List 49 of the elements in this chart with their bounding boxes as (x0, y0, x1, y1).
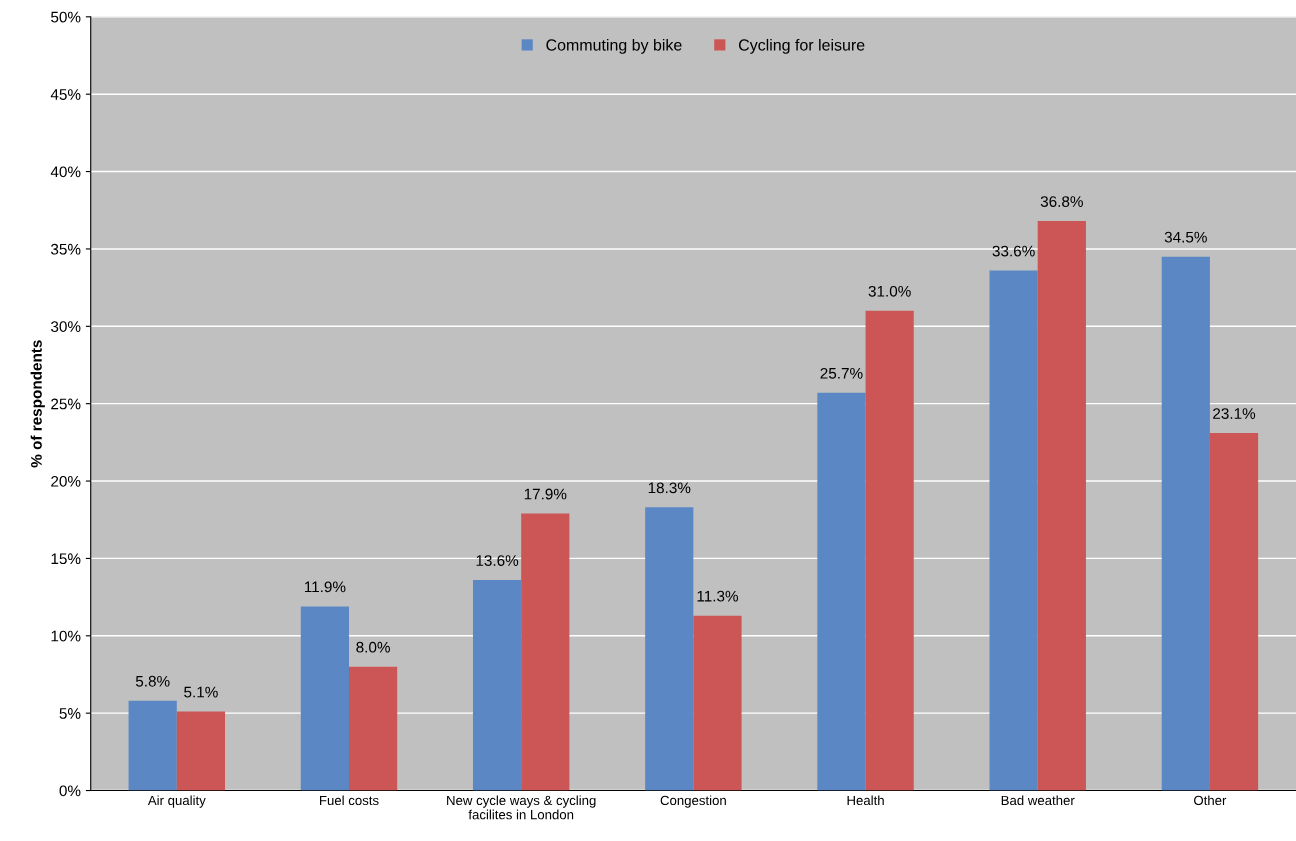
bar (128, 700, 177, 791)
y-tick-label: 30% (51, 321, 81, 332)
data-label: 23.1% (1213, 408, 1256, 419)
bar (472, 580, 522, 791)
bar (865, 310, 914, 791)
data-label: 5.8% (135, 675, 170, 687)
bar (989, 270, 1038, 791)
bar (348, 666, 398, 791)
data-label: 11.9% (304, 581, 346, 593)
x-tick-label: Congestion (660, 795, 726, 808)
y-tick-label: 35% (51, 243, 81, 255)
bar (1209, 433, 1259, 791)
data-label: 36.8% (1040, 196, 1083, 207)
y-tick-label: 40% (50, 166, 81, 178)
x-tick-label: Health (847, 795, 884, 806)
bar (300, 606, 349, 791)
bar (176, 711, 226, 791)
data-label: 13.6% (476, 555, 519, 566)
y-tick-label: 10% (51, 630, 81, 642)
y-tick-label: 45% (50, 89, 81, 100)
data-label: 33.6% (992, 245, 1035, 257)
legend-label: Cycling for leisure (738, 38, 865, 54)
data-label: 8.0% (356, 641, 390, 653)
data-label: 18.3% (648, 482, 691, 494)
data-label: 25.7% (820, 367, 863, 379)
bar (817, 392, 866, 791)
bar (693, 615, 742, 791)
y-tick-label: 20% (51, 475, 81, 487)
bar (645, 507, 694, 791)
x-tick-label: New cycle ways & cycling facilites in London (447, 795, 596, 820)
legend-label: Commuting by bike (546, 38, 682, 54)
data-label: 17.9% (524, 488, 567, 500)
bar (1037, 221, 1086, 791)
data-label: 5.1% (184, 686, 218, 698)
y-axis-title: % of respondents (30, 340, 45, 468)
bar (521, 513, 570, 791)
y-tick-label: 50% (51, 11, 81, 23)
y-tick-label: 25% (51, 398, 81, 410)
data-label: 31.0% (868, 285, 911, 297)
x-tick-label: Bad weather (1001, 795, 1075, 806)
y-tick-label: 5% (59, 708, 81, 719)
y-tick-label: 15% (51, 553, 81, 565)
x-tick-label: Fuel costs (320, 795, 379, 806)
y-tick-label: 0% (59, 785, 81, 797)
data-label: 34.5% (1164, 231, 1207, 243)
x-tick-label: Air quality (147, 795, 206, 808)
bar (1161, 256, 1210, 791)
x-tick-label: Other (1194, 795, 1227, 806)
data-label: 11.3% (697, 590, 739, 602)
